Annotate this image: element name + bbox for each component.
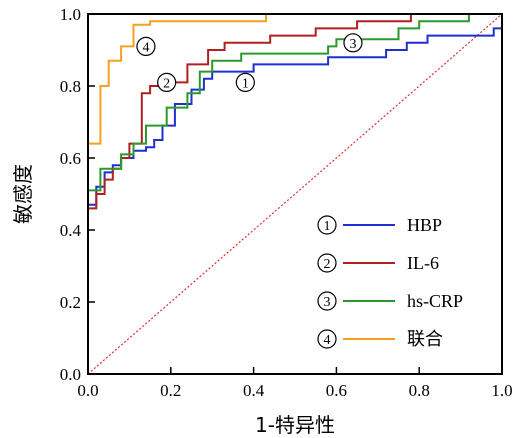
y-tick-label: 1.0 xyxy=(60,5,81,24)
x-tick-label: 0.6 xyxy=(326,381,347,400)
curve-marker-circle xyxy=(136,36,156,57)
y-tick-label: 0.6 xyxy=(60,149,81,168)
legend: 1 HBP 2 IL-6 3 hs-CRP 4 联合 xyxy=(317,215,463,349)
marker-layer: 1 2 3 4 xyxy=(136,33,363,93)
x-tick-label: 0.0 xyxy=(77,381,98,400)
plot-frame xyxy=(87,13,503,375)
legend-marker-circle xyxy=(317,215,337,235)
legend-label: hs-CRP xyxy=(407,291,463,311)
curve-marker-label: 4 xyxy=(142,40,149,55)
curve-marker-label: 3 xyxy=(349,37,356,52)
legend-marker-number: 3 xyxy=(324,295,331,310)
x-axis-title: 1-特异性 xyxy=(255,413,335,437)
series-layer xyxy=(87,13,503,374)
legend-marker-circle xyxy=(317,253,337,273)
legend-marker-circle xyxy=(317,329,337,349)
series-line-3 xyxy=(87,13,502,374)
reference-layer xyxy=(87,13,503,375)
y-axis-title: 敏感度 xyxy=(11,164,35,224)
legend-marker-circle xyxy=(317,291,337,311)
y-tick-label: 0.4 xyxy=(60,221,82,240)
x-tick-label: 0.2 xyxy=(160,381,181,400)
curve-marker-circle xyxy=(157,72,177,93)
curve-marker-label: 1 xyxy=(242,76,249,91)
series-line-4 xyxy=(87,13,502,374)
x-tick-label: 1.0 xyxy=(491,381,512,400)
legend-label: 联合 xyxy=(407,329,443,349)
legend-label: IL-6 xyxy=(407,253,439,273)
x-tick-label: 0.4 xyxy=(243,381,265,400)
reference-diagonal-line xyxy=(87,13,503,375)
y-tick-label: 0.8 xyxy=(60,77,81,96)
curve-marker-circle xyxy=(343,33,363,53)
legend-marker-number: 4 xyxy=(324,333,331,348)
legend-marker-number: 1 xyxy=(324,219,331,234)
y-tick-label: 0.2 xyxy=(60,293,81,312)
curve-marker-circle xyxy=(235,72,255,93)
legend-marker-number: 2 xyxy=(324,257,331,272)
legend-label: HBP xyxy=(407,215,442,235)
curve-marker-label: 2 xyxy=(163,76,170,91)
x-tick-label: 0.8 xyxy=(409,381,430,400)
y-tick-label: 0.0 xyxy=(60,365,81,384)
tick-layer: 0.0 0.2 0.4 0.6 0.8 1.0 0.0 0.2 0.4 0.6 0.8 1.0 xyxy=(60,5,513,400)
